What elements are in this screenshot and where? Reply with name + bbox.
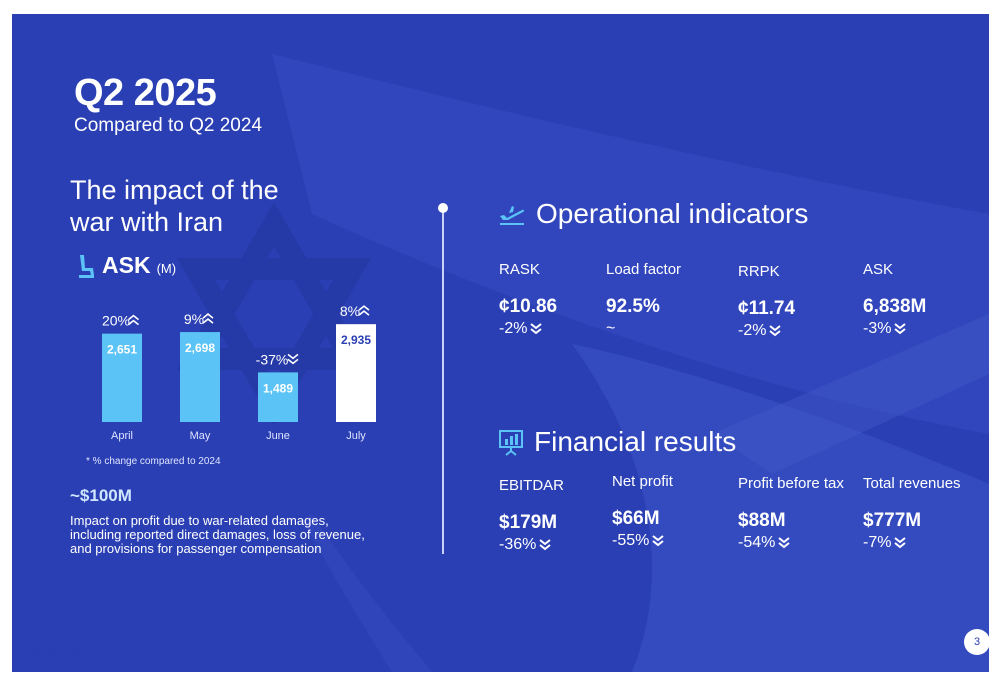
elal-logo: ELALNL [26, 641, 88, 657]
ask-unit: (M) [156, 261, 177, 276]
impact-amount: ~$100M [70, 486, 132, 505]
bar-july [336, 324, 376, 422]
operational-heading: Operational indicators [498, 198, 808, 230]
double-chevron-up-icon [202, 313, 214, 324]
ask-bar-chart: 2,651 20% April 2,698 9% May 1,489 -37% June 2,93… [102, 303, 376, 442]
financial-metric-1: Net profit $66M -55% [612, 474, 732, 550]
slide: Q2 2025 Compared to Q2 2024 The impact o… [12, 14, 989, 672]
metric-change-value: -3% [863, 320, 892, 337]
page-number: 3 [964, 629, 990, 655]
bar-change-label: 20% [102, 313, 130, 329]
impact-title-line1: The impact of the [70, 175, 279, 205]
bar-may [180, 332, 220, 422]
impact-title-line2: war with Iran [70, 207, 224, 237]
double-chevron-down-icon [530, 323, 543, 335]
impact-description: Impact on profit due to war-related dama… [70, 513, 365, 556]
double-chevron-down-icon [778, 537, 790, 549]
metric-label: ASK [863, 261, 894, 278]
bar-value-label: 2,698 [185, 341, 215, 355]
double-chevron-down-icon [894, 323, 907, 335]
double-chevron-up-icon [128, 314, 139, 326]
metric-change-value: -7% [863, 534, 892, 551]
metric-value: $179M [499, 512, 558, 533]
bar-june [258, 372, 298, 422]
metric-label: Profit before tax [738, 475, 844, 492]
chart-footnote: * % change compared to 2024 [86, 456, 221, 467]
metric-change-value: -54% [738, 534, 776, 551]
category-label: May [190, 430, 211, 442]
double-chevron-up-icon [358, 305, 370, 316]
bar-april [102, 333, 142, 422]
financial-metric-2: Profit before tax $88M -54% [738, 476, 858, 552]
metric-label: EBITDAR [499, 477, 565, 494]
bar-value-label: 2,651 [107, 343, 137, 357]
category-label: July [346, 430, 366, 442]
metric-value: 92.5% [606, 296, 660, 317]
metric-label: Load factor [606, 261, 682, 278]
operational-metric-3: ASK 6,838M -3% [863, 262, 983, 338]
metric-value: $88M [738, 510, 786, 531]
double-chevron-down-icon [287, 353, 299, 365]
seat-icon [79, 254, 94, 278]
metric-change-value: -2% [738, 322, 767, 339]
financial-metric-3: Total revenues $777M -7% [863, 476, 983, 552]
operational-metric-0: RASK ¢10.86 -2% [499, 262, 619, 338]
bar-change-label: 8% [340, 303, 360, 319]
double-chevron-down-icon [894, 537, 907, 549]
ask-label: ASK [102, 252, 151, 278]
airplane-takeoff-icon [500, 206, 525, 225]
page-title: Q2 2025 [74, 72, 217, 114]
metric-change-value: -36% [499, 536, 537, 553]
financial-metric-0: EBITDAR $179M -36% [499, 478, 619, 554]
metric-value: $777M [863, 510, 922, 531]
metric-value: $66M [612, 508, 660, 529]
metric-label: RRPK [738, 263, 780, 280]
metric-change-value: ~ [606, 320, 616, 337]
metric-label: Net profit [612, 473, 673, 490]
ask-heading: ASK (M) [76, 252, 176, 279]
operational-metric-2: RRPK ¢11.74 -2% [738, 264, 858, 340]
double-chevron-down-icon [769, 325, 782, 337]
operational-title: Operational indicators [536, 198, 809, 229]
presentation-chart-icon [499, 430, 523, 456]
metric-change-value: -55% [612, 532, 650, 549]
metric-change: -55% [612, 532, 732, 550]
financial-title: Financial results [534, 426, 737, 457]
category-label: April [111, 430, 133, 442]
metric-change: -36% [499, 536, 619, 554]
metric-value: ¢10.86 [499, 296, 558, 317]
metric-change: -3% [863, 320, 983, 338]
background-graphic [12, 14, 989, 672]
metric-value: 6,838M [863, 296, 927, 317]
double-chevron-down-icon [539, 539, 551, 551]
metric-change: -2% [499, 320, 619, 338]
metric-change-value: -2% [499, 320, 528, 337]
metric-change: -54% [738, 534, 858, 552]
category-label: June [266, 430, 290, 442]
metric-change: -2% [738, 322, 858, 340]
bar-value-label: 2,935 [341, 333, 371, 347]
divider-dot [438, 203, 448, 213]
metric-value: ¢11.74 [738, 298, 796, 319]
impact-title: The impact of the war with Iran [70, 174, 330, 238]
financial-heading: Financial results [498, 426, 736, 458]
metric-label: Total revenues [863, 475, 961, 492]
bar-change-label: 9% [184, 311, 204, 327]
metric-change: ~ [606, 320, 726, 338]
double-chevron-down-icon [652, 535, 664, 547]
bar-value-label: 1,489 [263, 381, 293, 395]
metric-label: RASK [499, 261, 540, 278]
bar-change-label: -37% [256, 351, 289, 367]
metric-change: -7% [863, 534, 983, 552]
operational-metric-1: Load factor 92.5% ~ [606, 262, 726, 338]
section-divider [442, 209, 444, 554]
page-subtitle: Compared to Q2 2024 [74, 115, 263, 136]
